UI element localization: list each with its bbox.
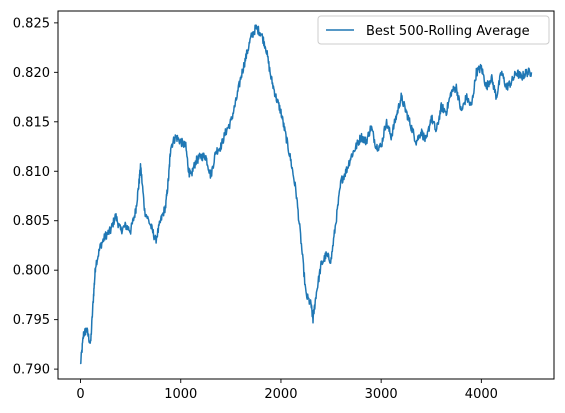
x-tick-label: 4000 [465, 387, 498, 402]
y-tick-label: 0.800 [13, 264, 50, 279]
legend: Best 500-Rolling Average [317, 15, 550, 45]
plot-frame [57, 10, 555, 380]
y-tick-label: 0.810 [13, 165, 50, 180]
series-layer [79, 24, 533, 365]
x-tick-label: 2000 [264, 387, 297, 402]
legend-box [317, 15, 550, 45]
y-tick-label: 0.795 [13, 313, 50, 328]
y-axis-ticks: 0.790 0.795 0.800 0.805 0.810 0.815 0.820 0.825 [13, 16, 58, 378]
y-tick-label: 0.815 [13, 115, 50, 130]
legend-label: Best 500-Rolling Average [366, 24, 530, 39]
y-tick-label: 0.825 [13, 16, 50, 31]
series-line-0 [79, 24, 533, 365]
x-tick-label: 3000 [365, 387, 398, 402]
x-axis-ticks: 0 1000 2000 3000 4000 [76, 379, 498, 402]
x-tick-label: 1000 [164, 387, 197, 402]
x-tick-label: 0 [76, 387, 84, 402]
y-tick-label: 0.820 [13, 66, 50, 81]
y-tick-label: 0.805 [13, 214, 50, 229]
y-tick-label: 0.790 [13, 363, 50, 378]
